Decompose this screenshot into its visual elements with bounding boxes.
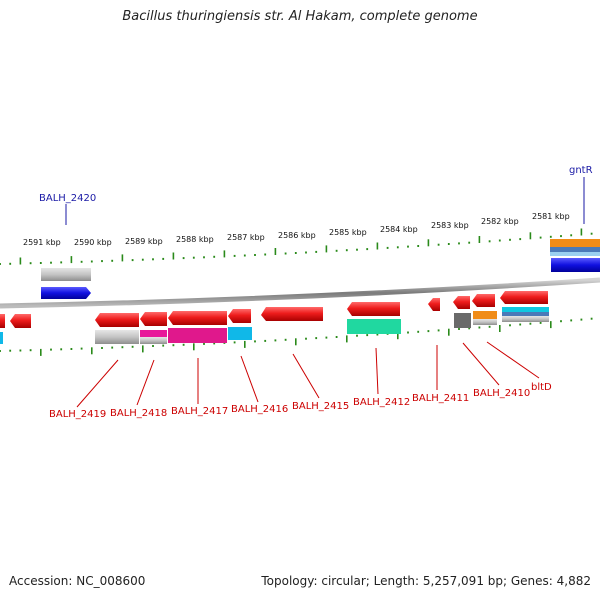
feature-box-cyan[interactable]: [228, 327, 252, 340]
gene-arrow[interactable]: [168, 311, 227, 325]
feature-box-cyan[interactable]: [502, 307, 549, 312]
gene-arrow-BALH_2420[interactable]: [41, 287, 91, 299]
position-tick-track: [0, 317, 593, 356]
label-leader-line: [375, 347, 379, 395]
gene-label-BALH_2410[interactable]: BALH_2410: [473, 388, 530, 399]
lower-strand-features: [0, 307, 549, 344]
label-leader-line: [292, 353, 320, 399]
gene-label-BALH_2411[interactable]: BALH_2411: [412, 393, 469, 404]
kbp-label: 2590 kbp: [74, 238, 112, 247]
feature-box-darkgray[interactable]: [454, 313, 471, 328]
kbp-label: 2583 kbp: [431, 221, 469, 230]
genome-summary-text: Topology: circular; Length: 5,257,091 bp…: [261, 574, 591, 588]
steelblue-feature[interactable]: [550, 247, 600, 252]
gene-label-BALH_2415[interactable]: BALH_2415: [292, 401, 349, 412]
kbp-label: 2584 kbp: [380, 225, 418, 234]
gene-label-BALH_2419[interactable]: BALH_2419: [49, 409, 106, 420]
feature-box-gray[interactable]: [95, 330, 139, 344]
kbp-label: 2588 kbp: [176, 235, 214, 244]
gene-arrow[interactable]: [261, 307, 323, 321]
lower-strand-genes: [0, 291, 548, 328]
feature-box-magenta[interactable]: [168, 328, 227, 343]
label-leader-line: [76, 359, 119, 408]
kbp-label: 2589 kbp: [125, 237, 163, 246]
gene-label-gntR[interactable]: gntR: [569, 165, 593, 176]
label-leader-line: [136, 359, 155, 406]
feature-box-teal[interactable]: [347, 319, 401, 334]
label-leader-line: [486, 341, 540, 379]
genome-backbone: [0, 277, 600, 309]
accession-text: Accession: NC_008600: [9, 574, 146, 588]
gene-arrow[interactable]: [500, 291, 548, 304]
map-title: Bacillus thuringiensis str. Al Hakam, co…: [122, 9, 478, 24]
gene-arrow[interactable]: [428, 298, 440, 311]
kbp-labels: 2591 kbp 2590 kbp 2589 kbp 2588 kbp 2587…: [23, 212, 570, 247]
label-leader-line: [462, 342, 500, 386]
kbp-label: 2585 kbp: [329, 228, 367, 237]
orange-feature[interactable]: [550, 239, 600, 247]
gene-label-BALH_2418[interactable]: BALH_2418: [110, 408, 167, 419]
gene-label-bltD[interactable]: bltD: [531, 382, 552, 393]
gene-box-gntR[interactable]: [551, 258, 600, 272]
upper-strand-features: [41, 239, 600, 299]
kbp-label: 2581 kbp: [532, 212, 570, 221]
feature-box-cyan[interactable]: [0, 332, 3, 344]
gene-arrow[interactable]: [228, 309, 251, 323]
gene-arrow[interactable]: [453, 296, 470, 309]
label-leader-line: [240, 355, 259, 403]
gene-label-BALH_2416[interactable]: BALH_2416: [231, 404, 288, 415]
gene-arrow[interactable]: [347, 302, 400, 316]
kbp-label: 2586 kbp: [278, 231, 316, 240]
feature-box-orange[interactable]: [473, 311, 497, 319]
kbp-label: 2587 kbp: [227, 233, 265, 242]
feature-box-magenta[interactable]: [140, 330, 167, 337]
feature-box-gray[interactable]: [473, 319, 497, 325]
gene-arrow[interactable]: [95, 313, 139, 327]
gene-label-BALH_2417[interactable]: BALH_2417: [171, 406, 228, 417]
upper-gene-labels: BALH_2420 gntR: [39, 165, 593, 225]
kbp-label: 2591 kbp: [23, 238, 61, 247]
skyblue-feature[interactable]: [550, 252, 600, 256]
feature-box-gray[interactable]: [140, 337, 167, 344]
gene-arrow[interactable]: [140, 312, 167, 326]
gene-arrow[interactable]: [472, 294, 495, 307]
gene-arrow[interactable]: [10, 314, 31, 328]
gene-arrow[interactable]: [0, 314, 5, 328]
feature-box-gray[interactable]: [502, 316, 549, 322]
kbp-label: 2582 kbp: [481, 217, 519, 226]
gray-feature[interactable]: [41, 268, 91, 281]
gene-label-BALH_2420[interactable]: BALH_2420: [39, 193, 96, 204]
feature-box-steelblue[interactable]: [502, 312, 549, 316]
gene-label-BALH_2412[interactable]: BALH_2412: [353, 397, 410, 408]
lower-gene-labels: BALH_2419 BALH_2418 BALH_2417 BALH_2416 …: [49, 341, 552, 420]
kbp-scale-track: [0, 228, 593, 265]
